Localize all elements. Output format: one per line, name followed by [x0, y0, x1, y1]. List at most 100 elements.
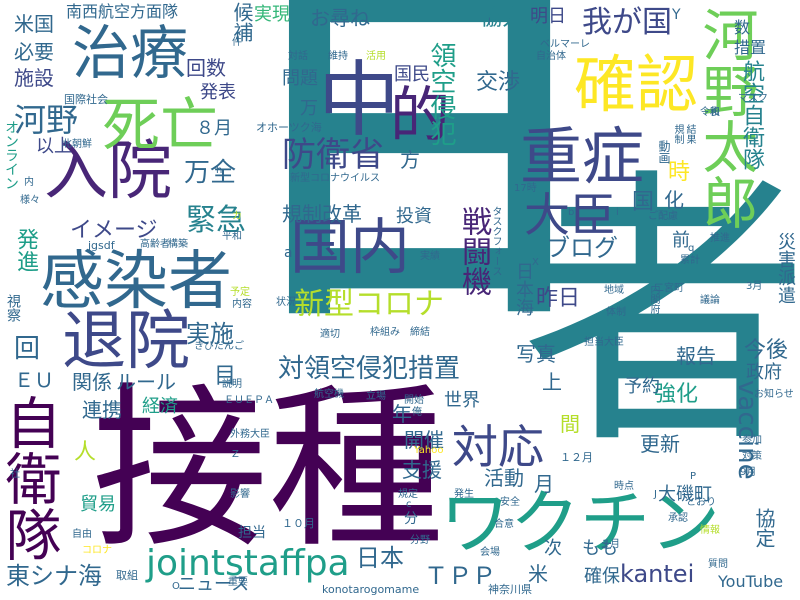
word-shakai: 社: [10, 469, 20, 480]
word-jiten: 時点: [614, 481, 634, 492]
word-i: i: [616, 207, 619, 218]
word-jieitai: 自衛隊: [0, 394, 61, 562]
word-kono-taro: 河野太郎: [693, 6, 758, 230]
word-shibo: 死亡: [102, 91, 219, 159]
word-jukyo: 状況: [276, 297, 296, 308]
word-kyotei: 協定: [752, 508, 776, 548]
word-ore: 俺: [412, 407, 422, 418]
word-kisei: 規制: [672, 124, 683, 144]
word-kugatsu: 9月: [740, 467, 757, 478]
word-kokusai-shakai: 国際社会: [64, 93, 108, 106]
word-z: Z: [232, 449, 239, 460]
word-jisshi: 実施: [186, 320, 234, 348]
word-kuni: 国: [632, 190, 655, 215]
word-katsuyo: 活用: [366, 51, 386, 62]
word-a: a: [284, 245, 293, 261]
word-gogo: 後: [710, 107, 720, 118]
word-ryoku-shinpan: 領空侵犯: [426, 42, 456, 146]
word-hassei: 発生: [454, 489, 474, 500]
word-me: 目: [214, 364, 237, 389]
word-image: イメージ: [70, 218, 158, 243]
word-hitsuyo: 必要: [14, 40, 54, 64]
word-jisseki: 実績: [420, 251, 440, 262]
word-kitei: 規定: [398, 489, 418, 500]
word-jugatsu: １０月: [282, 517, 315, 530]
word-kekka: 結果: [684, 124, 695, 144]
word-taisaku: 対策: [742, 451, 762, 462]
word-mono: 者: [520, 146, 800, 483]
word-ninomiya: 二宮町: [654, 283, 684, 294]
word-happyo: 発表: [200, 82, 236, 103]
word-kinkyu: 緊急: [186, 203, 246, 238]
word-toriatsukai: 取組: [116, 569, 138, 582]
word-hokoku: 報告: [676, 344, 716, 368]
word-gogi2: 合意: [494, 519, 514, 530]
word-q: q: [688, 243, 695, 254]
word-hakken: 発進: [13, 228, 38, 272]
word-shisetsu: 施設: [14, 66, 54, 90]
word-jiyu: 自由: [72, 529, 92, 540]
word-nyuin: 入院: [44, 135, 172, 209]
word-naikakufu: 内閣府: [648, 284, 659, 314]
word-naiyo: 内容: [232, 299, 252, 310]
word-kaijo: 会場: [480, 547, 500, 558]
word-tachiba: 立場: [366, 391, 386, 402]
word-doga: 動画: [657, 140, 671, 164]
word-h: h: [216, 165, 223, 176]
word-koku-jieitai: 航空自衛隊: [739, 60, 764, 170]
word-manzen: 万全: [184, 158, 237, 188]
word-kotonogomame: konotarogomame: [322, 583, 420, 596]
word-eu: ＥＵ: [14, 368, 54, 392]
word-chiryo: 治療: [72, 19, 189, 87]
word-ue: 上: [542, 370, 562, 394]
word-jinji: 17時: [514, 183, 537, 194]
word-bellmare: ベルマーレ: [540, 39, 590, 50]
word-sochi: 措置: [734, 38, 767, 57]
word-sekai: 世界: [444, 390, 480, 411]
word-y: Y: [672, 7, 681, 23]
word-sessha: 接種: [92, 367, 445, 572]
word-kai: 回: [14, 334, 41, 364]
word-youtube: YouTube: [718, 572, 784, 591]
word-kisei-kaikaku: 規制改革: [282, 202, 362, 226]
word-yahoo: Yahoo: [414, 445, 444, 456]
word-oshirase: お知らせ: [754, 389, 794, 400]
word-kken: 件: [232, 37, 242, 48]
word-shingata-corona: 新型コロナ: [294, 287, 444, 322]
word-mask: マスク: [738, 93, 768, 104]
word-shisatsu: 視察: [5, 294, 21, 322]
word-kono: 河野: [14, 101, 79, 139]
word-otazune: お尋ね: [310, 6, 370, 30]
word-kansensha: 感染者: [40, 245, 232, 319]
word-tanto: 担当: [238, 525, 266, 541]
word-taiin: 退院: [62, 305, 190, 379]
word-nen: 年: [392, 402, 412, 426]
word-suishin: 推進: [710, 233, 730, 244]
word-shien: 支援: [402, 458, 442, 482]
word-nansei: 南西航空方面隊: [66, 2, 179, 21]
word-online: オンライン: [3, 120, 19, 190]
word-ma: 間: [560, 412, 580, 436]
word-shonin: 承認: [668, 513, 688, 524]
word-jitsugen: 実現: [254, 4, 290, 25]
word-reiwa: 令和: [700, 107, 720, 118]
word-naka: 中: [318, 53, 401, 148]
word-ruikei: 累計: [680, 255, 700, 266]
word-kanagawa: 神奈川県: [488, 583, 532, 596]
word-teki: 的: [390, 81, 450, 151]
word-daiso-cho: 大磯町: [658, 484, 712, 505]
word-koho: 候補: [230, 2, 254, 42]
word-kasuga: カ: [232, 211, 242, 222]
word-hi: 日: [228, 0, 608, 371]
word-vaccine: vaccine: [732, 380, 762, 480]
word-c: c: [406, 499, 412, 510]
word-toori: とおり: [686, 497, 716, 508]
word-mae: 前: [672, 230, 690, 251]
word-yoyaku: 予約: [624, 376, 660, 397]
word-yotei: 予定: [230, 287, 250, 298]
word-teiketsu: 締結: [410, 327, 430, 338]
word-l: l: [488, 17, 491, 28]
word-ji: 時: [668, 160, 691, 185]
word-momo: もも: [582, 538, 618, 559]
